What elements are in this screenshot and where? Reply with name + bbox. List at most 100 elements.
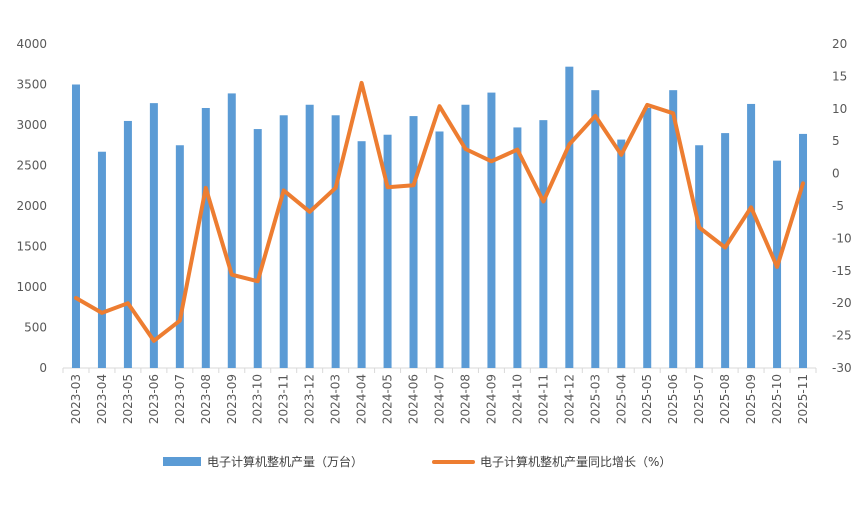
legend: 电子计算机整机产量（万台） 电子计算机整机产量同比增长（%） bbox=[163, 454, 671, 469]
line-series bbox=[74, 80, 805, 343]
y-left-tick-label: 1500 bbox=[16, 240, 47, 254]
bar bbox=[669, 90, 678, 369]
bar bbox=[331, 115, 340, 368]
bar bbox=[123, 120, 132, 368]
y-right-tick-label: -25 bbox=[832, 329, 852, 343]
x-tick-label: 2023-09 bbox=[225, 374, 239, 424]
line-point bbox=[230, 273, 234, 277]
line-point bbox=[256, 279, 260, 283]
bar bbox=[591, 90, 600, 369]
bar bbox=[513, 127, 522, 369]
line-point bbox=[74, 296, 78, 300]
x-tick-label: 2025-04 bbox=[614, 374, 628, 424]
y-right-tick-label: 5 bbox=[832, 134, 840, 148]
x-tick-label: 2023-12 bbox=[303, 374, 317, 424]
line-point bbox=[334, 186, 338, 190]
y-left-tick-label: 500 bbox=[24, 321, 47, 335]
x-tick-label: 2024-10 bbox=[510, 374, 524, 424]
x-tick-label: 2024-06 bbox=[407, 374, 421, 424]
line-point bbox=[282, 188, 286, 192]
y-left-axis: 0 500 1000 1500 2000 2500 3000 3500 4000 bbox=[16, 37, 47, 375]
bar bbox=[253, 129, 262, 368]
line-point bbox=[412, 183, 416, 187]
x-tick-label: 2025-08 bbox=[718, 374, 732, 424]
y-left-tick-label: 1000 bbox=[16, 280, 47, 294]
x-tick-label: 2024-12 bbox=[562, 374, 576, 424]
line-point bbox=[360, 81, 364, 85]
line-point bbox=[515, 148, 519, 152]
bar bbox=[175, 145, 184, 368]
y-right-tick-label: -30 bbox=[832, 361, 852, 375]
bar bbox=[617, 139, 626, 368]
x-tick-label: 2024-05 bbox=[381, 374, 395, 424]
bar bbox=[461, 104, 470, 368]
y-left-tick-label: 2500 bbox=[16, 159, 47, 173]
line-point bbox=[308, 210, 312, 214]
line-point bbox=[489, 159, 493, 163]
bar bbox=[565, 66, 574, 369]
bar bbox=[279, 115, 288, 368]
bar bbox=[721, 133, 730, 368]
bar bbox=[435, 131, 444, 368]
x-tick-label: 2023-04 bbox=[95, 374, 109, 424]
x-tick-label: 2023-07 bbox=[173, 374, 187, 424]
bar bbox=[149, 103, 158, 368]
x-tick-label: 2025-03 bbox=[588, 374, 602, 424]
y-left-tick-label: 3000 bbox=[16, 118, 47, 132]
bar bbox=[409, 116, 418, 368]
y-right-tick-label: 0 bbox=[832, 167, 840, 181]
line-point bbox=[152, 339, 156, 343]
y-right-tick-label: 20 bbox=[832, 37, 847, 51]
bar bbox=[71, 84, 80, 368]
y-left-tick-label: 0 bbox=[39, 361, 47, 375]
y-left-tick-label: 4000 bbox=[16, 37, 47, 51]
bar bbox=[201, 107, 210, 369]
y-right-axis: -30 -25 -20 -15 -10 -5 0 5 10 15 20 bbox=[832, 37, 852, 375]
x-tick-label: 2025-07 bbox=[692, 374, 706, 424]
x-tick-label: 2024-08 bbox=[458, 374, 472, 424]
x-tick-label: 2023-10 bbox=[251, 374, 265, 424]
x-tick-label: 2024-09 bbox=[484, 374, 498, 424]
line-point bbox=[567, 142, 571, 146]
y-right-tick-label: -10 bbox=[832, 231, 852, 245]
x-axis: 2023-03 2023-04 2023-05 2023-06 2023-07 2023-… bbox=[62, 368, 817, 424]
bar bbox=[357, 141, 366, 368]
x-tick-label: 2023-06 bbox=[147, 374, 161, 424]
line-point bbox=[801, 181, 805, 185]
bar bbox=[305, 104, 314, 368]
line-point bbox=[178, 319, 182, 323]
line-point bbox=[775, 265, 779, 269]
line-point bbox=[100, 311, 104, 315]
x-tick-label: 2023-05 bbox=[121, 374, 135, 424]
y-right-tick-label: -20 bbox=[832, 296, 852, 310]
legend-bar-swatch bbox=[163, 457, 201, 466]
y-right-tick-label: 10 bbox=[832, 102, 847, 116]
x-tick-label: 2025-11 bbox=[796, 374, 810, 424]
bar bbox=[383, 134, 392, 368]
x-tick-label: 2024-07 bbox=[433, 374, 447, 424]
x-tick-label: 2024-03 bbox=[329, 374, 343, 424]
x-tick-label: 2025-09 bbox=[744, 374, 758, 424]
line-point bbox=[749, 205, 753, 209]
bar bbox=[97, 151, 106, 368]
bar bbox=[643, 107, 652, 369]
bar bbox=[799, 133, 808, 368]
line-point bbox=[463, 147, 467, 151]
line-point bbox=[697, 225, 701, 229]
line-point bbox=[619, 153, 623, 157]
x-tick-label: 2023-08 bbox=[199, 374, 213, 424]
x-tick-label: 2024-04 bbox=[355, 374, 369, 424]
bar bbox=[695, 145, 704, 368]
y-right-tick-label: -5 bbox=[832, 199, 844, 213]
line-point bbox=[126, 301, 130, 305]
legend-line-label: 电子计算机整机产量同比增长（%） bbox=[480, 454, 671, 469]
x-tick-label: 2024-11 bbox=[536, 374, 550, 424]
line-point bbox=[541, 199, 545, 203]
line-point bbox=[671, 111, 675, 115]
x-tick-label: 2023-11 bbox=[277, 374, 291, 424]
x-tick-label: 2025-05 bbox=[640, 374, 654, 424]
bar bbox=[539, 120, 548, 368]
bar bbox=[487, 92, 496, 368]
line-point bbox=[645, 103, 649, 107]
